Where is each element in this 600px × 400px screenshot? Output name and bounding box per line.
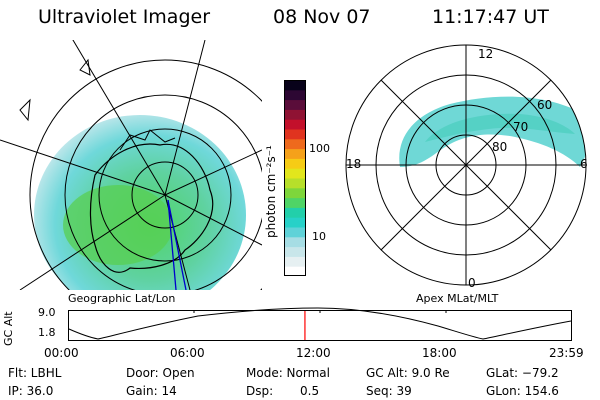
colorbar-tick-10: 10 bbox=[312, 230, 326, 243]
time-label: 11:17:47 UT bbox=[432, 6, 549, 28]
mlt-label-6: 6 bbox=[580, 157, 588, 171]
mlt-label-12: 12 bbox=[478, 47, 494, 61]
auroral-oval bbox=[399, 96, 586, 167]
colorbar-segment bbox=[284, 256, 306, 267]
glat-info: GLat: −79.2 bbox=[486, 366, 559, 380]
time-tick-2359: 23:59 bbox=[549, 346, 584, 360]
colorbar-segment bbox=[284, 227, 306, 238]
mode-info: Mode: Normal bbox=[246, 366, 330, 380]
mlat-label-70: 70 bbox=[513, 120, 529, 134]
colorbar-segment bbox=[284, 217, 306, 228]
geographic-image bbox=[0, 40, 262, 290]
time-tick-1800: 18:00 bbox=[422, 346, 457, 360]
ip-info: IP: 36.0 bbox=[8, 384, 54, 398]
colorbar-segment bbox=[284, 138, 306, 150]
colorbar-segment bbox=[284, 129, 306, 140]
time-tick-0600: 06:00 bbox=[170, 346, 205, 360]
mlt-label-18: 18 bbox=[346, 157, 362, 171]
glon-info: GLon: 154.6 bbox=[486, 384, 559, 398]
altitude-ymin: 1.8 bbox=[38, 326, 56, 339]
gain-info: Gain: 14 bbox=[126, 384, 177, 398]
colorbar-segment bbox=[284, 236, 306, 248]
colorbar-segment bbox=[284, 266, 306, 276]
colorbar-segment bbox=[284, 158, 306, 169]
magnetic-caption: Apex MLat/MLT bbox=[416, 292, 499, 305]
mlat-label-60: 60 bbox=[537, 98, 553, 112]
time-tick-0000: 00:00 bbox=[44, 346, 79, 360]
gc-alt-info: GC Alt: 9.0 Re bbox=[366, 366, 450, 380]
colorbar-segment bbox=[284, 178, 306, 189]
time-tick-1200: 12:00 bbox=[296, 346, 331, 360]
colorbar-segment bbox=[284, 109, 306, 120]
colorbar-segment bbox=[284, 148, 306, 159]
mlt-label-0: 0 bbox=[468, 276, 476, 290]
date-label: 08 Nov 07 bbox=[273, 6, 371, 28]
altitude-ymax: 9.0 bbox=[38, 306, 56, 319]
magnetic-image bbox=[345, 44, 587, 286]
filter-info: Flt: LBHL bbox=[8, 366, 62, 380]
door-info: Door: Open bbox=[126, 366, 195, 380]
colorbar-segment bbox=[284, 246, 306, 257]
colorbar-segment bbox=[284, 168, 306, 179]
colorbar-segment bbox=[284, 80, 306, 91]
geographic-caption: Geographic Lat/Lon bbox=[68, 292, 176, 305]
colorbar-unit-label: photon cm⁻²s⁻¹ bbox=[264, 145, 278, 238]
colorbar-segment bbox=[284, 99, 306, 110]
dsp-label: Dsp: bbox=[246, 384, 274, 398]
altitude-plot bbox=[68, 307, 572, 341]
mlat-label-80: 80 bbox=[492, 140, 508, 154]
colorbar-segment bbox=[284, 197, 306, 208]
app-title: Ultraviolet Imager bbox=[38, 6, 211, 28]
colorbar-segment bbox=[284, 187, 306, 199]
colorbar-tick-100: 100 bbox=[309, 142, 330, 155]
colorbar-segment bbox=[284, 119, 306, 130]
colorbar-segment bbox=[284, 207, 306, 218]
colorbar bbox=[284, 80, 306, 276]
altitude-ylabel: GC Alt bbox=[2, 311, 15, 346]
seq-info: Seq: 39 bbox=[366, 384, 412, 398]
dsp-value: 0.5 bbox=[300, 384, 320, 398]
colorbar-segment bbox=[284, 89, 306, 101]
